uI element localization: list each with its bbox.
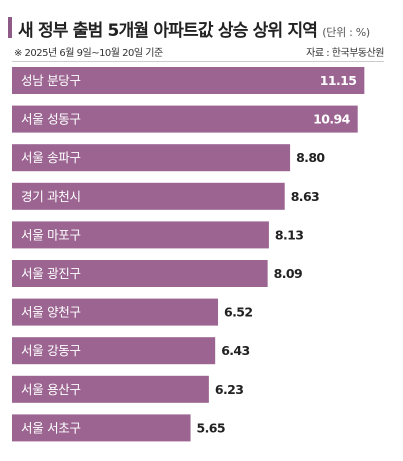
value-label: 6.23	[215, 382, 243, 397]
date-note: ※ 2025년 6월 9일~10월 20일 기준	[14, 48, 163, 59]
category-label: 서울 강동구	[21, 343, 81, 358]
category-label: 서울 송파구	[21, 150, 81, 165]
value-label: 11.15	[320, 73, 357, 88]
value-label: 5.65	[197, 420, 225, 435]
bar	[12, 414, 191, 442]
category-label: 경기 과천시	[21, 189, 81, 204]
chart-header: 새 정부 출범 5개월 아파트값 상승 상위 지역 (단위 : %) ※ 202…	[0, 0, 403, 66]
category-label: 서울 성동구	[21, 112, 81, 127]
bar	[12, 375, 209, 403]
bar	[12, 260, 268, 287]
bar	[12, 221, 269, 249]
value-label: 8.80	[296, 150, 325, 165]
bar	[12, 105, 358, 133]
unit-label: (단위 : %)	[322, 26, 370, 39]
value-label: 8.09	[274, 266, 302, 281]
bar	[12, 144, 291, 172]
value-label: 8.13	[275, 227, 303, 242]
value-label: 6.43	[221, 343, 249, 358]
value-label: 6.52	[224, 305, 252, 320]
category-label: 서울 광진구	[21, 266, 81, 281]
bar	[12, 337, 216, 365]
title-accent-bar	[8, 17, 12, 38]
value-label: 10.94	[313, 112, 350, 127]
header-divider	[12, 61, 384, 62]
chart-title: 새 정부 출범 5개월 아파트값 상승 상위 지역 (단위 : %)	[18, 16, 370, 41]
chart-title-text: 새 정부 출범 5개월 아파트값 상승 상위 지역	[18, 21, 318, 41]
bar	[12, 182, 285, 210]
bar	[12, 298, 219, 326]
category-label: 서울 마포구	[21, 227, 81, 242]
category-label: 서울 양천구	[21, 305, 81, 320]
category-label: 성남 분당구	[21, 73, 81, 88]
category-label: 서울 용산구	[21, 382, 81, 397]
category-label: 서울 서초구	[21, 420, 81, 435]
bar	[12, 67, 365, 94]
source-label: 자료 : 한국부동산원	[306, 48, 384, 59]
value-label: 8.63	[291, 189, 319, 204]
